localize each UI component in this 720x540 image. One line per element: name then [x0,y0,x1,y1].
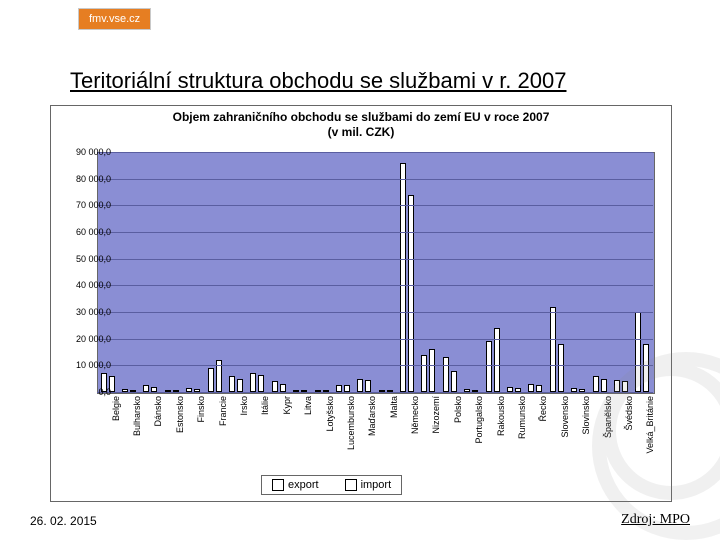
slide-date: 26. 02. 2015 [30,514,97,528]
x-tick-label: Estonsko [175,396,185,433]
x-tick-label: Finsko [196,396,206,423]
x-tick-label: Německo [410,396,420,434]
bar-import [558,344,564,392]
x-tick-label: Slovinsko [581,396,591,435]
bar-export [486,341,492,392]
bar-import [344,385,350,392]
bar-import [536,385,542,392]
bar-export [357,379,363,392]
y-tick-label: 40 000,0 [76,280,111,290]
x-tick-label: Maďarsko [367,396,377,436]
bar-export [528,384,534,392]
bar-export [250,373,256,392]
x-tick-label: Itálie [260,396,270,415]
grid-line [97,365,653,366]
x-tick-label: Rakousko [496,396,506,436]
bar-import [365,380,371,392]
legend: export import [261,475,402,495]
bar-import [451,371,457,392]
x-tick-label: Španělsko [603,396,613,438]
bar-import [643,344,649,392]
plot-area [97,152,653,392]
bars-layer [97,152,653,392]
bar-export [614,380,620,392]
slide-title: Teritoriální struktura obchodu se služba… [70,68,566,94]
bar-import [408,195,414,392]
x-tick-label: Nizozemí [431,396,441,434]
x-tick-label: Belgie [111,396,121,421]
x-tick-label: Slovensko [560,396,570,438]
legend-swatch-export [272,479,284,491]
x-tick-label: Portugalsko [474,396,484,444]
bar-import [237,379,243,392]
site-badge: fmv.vse.cz [78,8,151,30]
legend-export: export [272,479,319,491]
grid-line [97,179,653,180]
legend-swatch-import [345,479,357,491]
chart-title-line2: (v mil. CZK) [328,125,395,139]
bar-export [208,368,214,392]
grid-line [97,392,653,393]
chart-title: Objem zahraničního obchodu se službami d… [51,110,671,140]
grid-line [97,232,653,233]
x-tick-label: Rumunsko [517,396,527,439]
y-tick-label: 90 000,0 [76,147,111,157]
bar-import [429,349,435,392]
y-tick-label: 80 000,0 [76,174,111,184]
x-tick-label: Velká_Británie [645,396,655,454]
bar-export [635,312,641,392]
source-label: Zdroj: MPO [621,512,690,528]
y-tick-label: 0,0 [98,387,111,397]
x-tick-label: Řecko [538,396,548,422]
chart-title-line1: Objem zahraničního obchodu se službami d… [173,110,550,124]
grid-line [97,205,653,206]
bar-export [550,307,556,392]
x-tick-label: Malta [389,396,399,418]
y-tick-label: 20 000,0 [76,334,111,344]
x-tick-label: Lucembursko [346,396,356,450]
bar-export [272,381,278,392]
bar-import [280,384,286,392]
x-tick-label: Irsko [239,396,249,416]
bar-import [494,328,500,392]
bar-export [143,385,149,392]
x-tick-label: Lotyšsko [325,396,335,432]
bar-export [443,357,449,392]
grid-line [97,152,653,153]
grid-line [97,259,653,260]
y-tick-label: 60 000,0 [76,227,111,237]
y-tick-label: 70 000,0 [76,200,111,210]
x-tick-label: Dánsko [153,396,163,427]
bar-import [601,379,607,392]
y-tick-label: 30 000,0 [76,307,111,317]
chart-frame: Objem zahraničního obchodu se službami d… [50,105,672,502]
bar-export [336,385,342,392]
y-tick-label: 50 000,0 [76,254,111,264]
grid-line [97,339,653,340]
legend-import: import [345,479,392,491]
x-tick-label: Polsko [453,396,463,423]
bar-export [421,355,427,392]
bar-export [229,376,235,392]
legend-label-import: import [361,479,392,491]
bar-import [622,381,628,392]
x-tick-label: Bulharsko [132,396,142,436]
grid-line [97,312,653,313]
x-tick-label: Švédsko [624,396,634,431]
x-tick-label: Litva [303,396,313,415]
legend-label-export: export [288,479,319,491]
x-tick-label: Francie [218,396,228,426]
bar-import [258,375,264,392]
bar-export [400,163,406,392]
x-tick-label: Kypr [282,396,292,415]
bar-export [593,376,599,392]
grid-line [97,285,653,286]
y-tick-label: 10 000,0 [76,360,111,370]
